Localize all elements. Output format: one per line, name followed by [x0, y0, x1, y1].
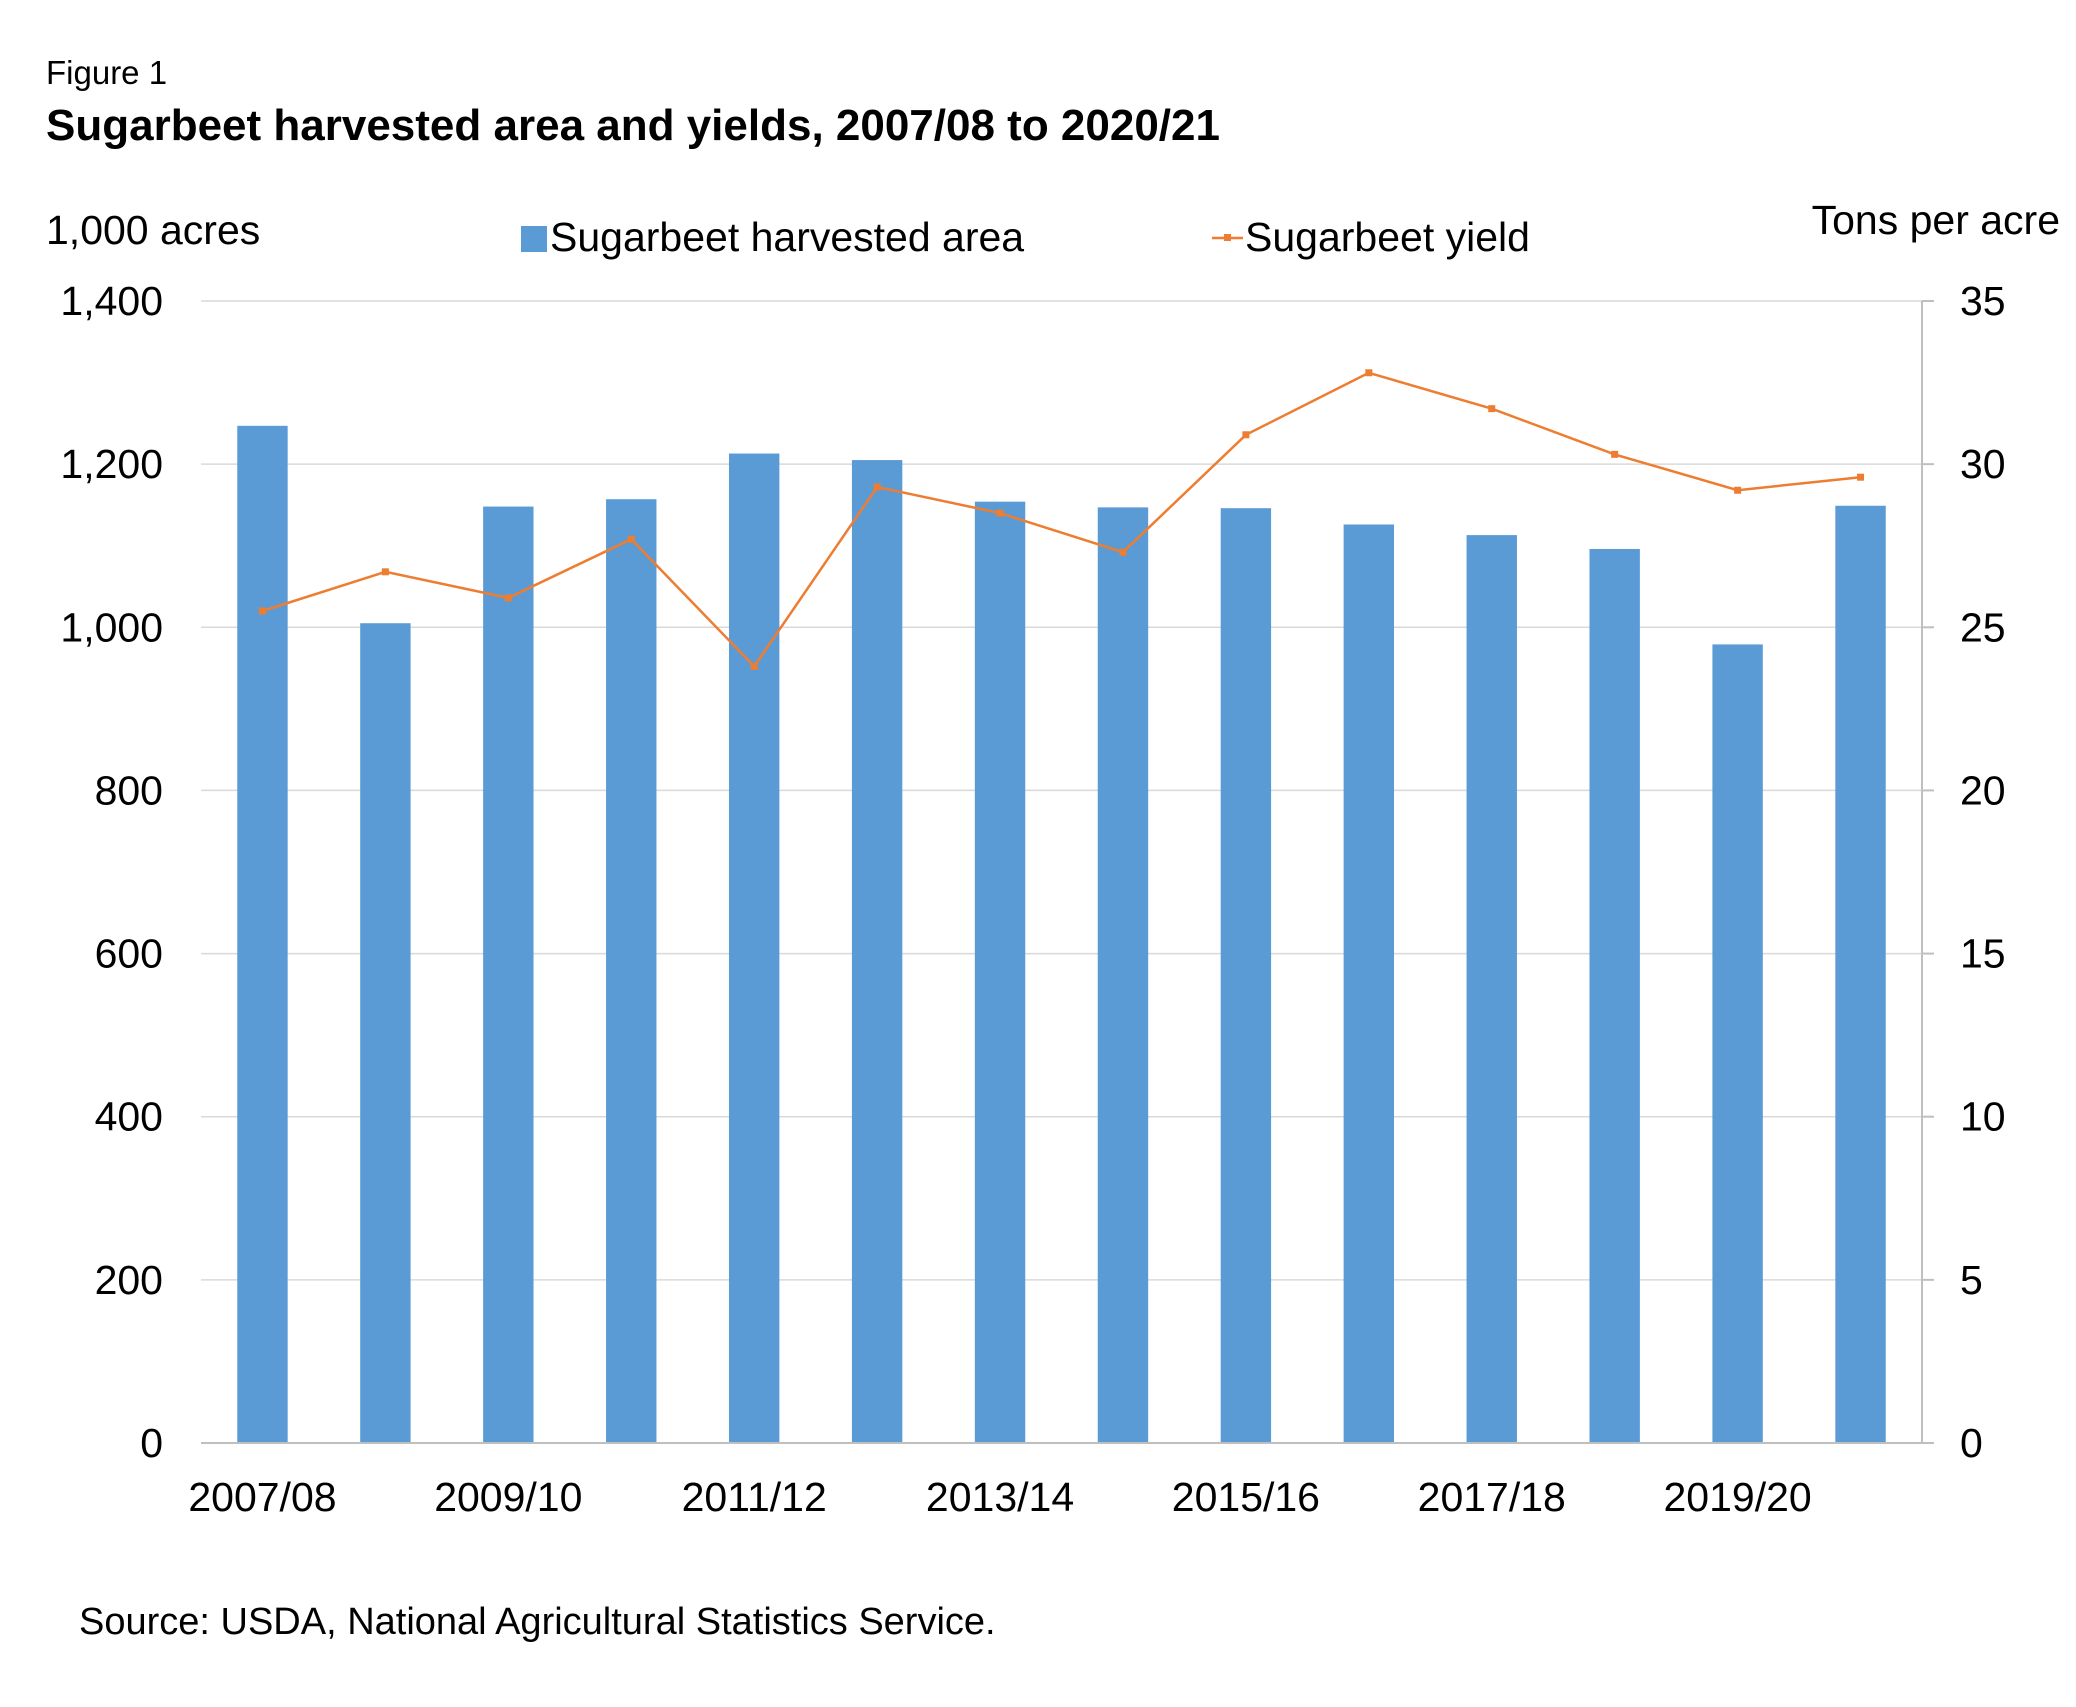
yield-point-2008-09	[381, 568, 389, 576]
yield-point-2014-15	[1119, 548, 1127, 556]
bar-2009-10	[483, 506, 534, 1443]
legend: Sugarbeet harvested area Sugarbeet yield	[521, 214, 1530, 260]
legend-line-marker	[1224, 234, 1231, 241]
legend-line-label: Sugarbeet yield	[1245, 214, 1530, 260]
bar-2015-16	[1220, 508, 1272, 1444]
y2-axis-title: Tons per acre	[1812, 197, 2060, 243]
y2-tick-label: 0	[1960, 1420, 1983, 1466]
bar-2016-17	[1343, 524, 1395, 1443]
axes: 0 200 400 600 800 1,000 1,200 1,400 0 5 10 15 20 25 30…	[46, 197, 2060, 1520]
y2-tick-label: 15	[1960, 931, 2006, 977]
bar-2012-13	[851, 460, 903, 1443]
bar-2011-12	[728, 453, 780, 1443]
y2-tick-label: 5	[1960, 1257, 1983, 1303]
legend-bar-label: Sugarbeet harvested area	[550, 214, 1024, 260]
bar-2013-14	[974, 501, 1026, 1443]
y2-tick-label: 20	[1960, 767, 2006, 813]
y2-tick-label: 35	[1960, 278, 2006, 324]
yield-point-2020-21	[1857, 473, 1865, 481]
yield-point-2012-13	[873, 483, 881, 491]
y-tick-label: 0	[140, 1420, 163, 1466]
yield-point-2010-11	[627, 535, 635, 543]
bar-2019-20	[1712, 644, 1763, 1443]
y-tick-label: 1,200	[60, 441, 163, 487]
gridlines	[201, 300, 1922, 1281]
bar-2014-15	[1097, 507, 1149, 1443]
y2-tick-label: 25	[1960, 604, 2006, 650]
legend-bar-swatch	[521, 226, 547, 252]
yield-point-2017-18	[1488, 405, 1496, 413]
x-tick-label: 2017/18	[1418, 1474, 1566, 1520]
line-series	[258, 369, 1865, 670]
x-tick-label: 2015/16	[1172, 1474, 1320, 1520]
bar-2007-08	[237, 425, 288, 1443]
y2-tick-label: 30	[1960, 441, 2006, 487]
yield-point-2019-20	[1734, 486, 1742, 494]
y-tick-label: 1,400	[60, 278, 163, 324]
y-axis-title: 1,000 acres	[46, 207, 260, 253]
yield-point-2007-08	[258, 607, 266, 615]
x-tick-label: 2011/12	[682, 1474, 827, 1520]
yield-point-2015-16	[1242, 431, 1250, 439]
bar-2017-18	[1466, 535, 1517, 1443]
y-tick-label: 600	[95, 931, 163, 977]
bar-2008-09	[360, 623, 411, 1443]
yield-point-2013-14	[996, 509, 1004, 517]
x-tick-label: 2009/10	[434, 1474, 582, 1520]
y-tick-label: 800	[95, 767, 163, 813]
bar-2018-19	[1589, 548, 1640, 1443]
figure-label: Figure 1	[46, 54, 168, 91]
yield-line	[262, 371, 1861, 669]
y2-tick-label: 10	[1960, 1094, 2006, 1140]
yield-point-2009-10	[504, 594, 512, 602]
x-tick-label: 2019/20	[1663, 1474, 1811, 1520]
y-tick-label: 200	[95, 1257, 163, 1303]
source-note: Source: USDA, National Agricultural Stat…	[79, 1601, 996, 1643]
bar-series	[237, 425, 1886, 1444]
x-tick-label: 2013/14	[926, 1474, 1074, 1520]
chart-title: Sugarbeet harvested area and yields, 200…	[46, 101, 1220, 150]
x-tick-label: 2007/08	[188, 1474, 336, 1520]
yield-point-2018-19	[1611, 450, 1619, 458]
yield-point-2011-12	[750, 662, 758, 670]
y-tick-label: 1,000	[60, 604, 163, 650]
bar-2020-21	[1835, 505, 1886, 1444]
bar-2010-11	[606, 499, 657, 1443]
y-tick-label: 400	[95, 1094, 163, 1140]
yield-point-2016-17	[1365, 369, 1373, 377]
